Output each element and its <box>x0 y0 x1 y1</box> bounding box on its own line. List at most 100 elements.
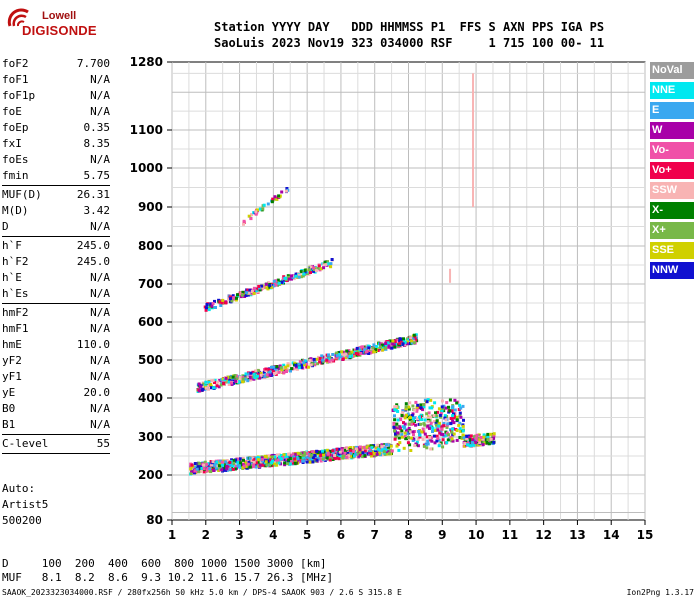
autoscale-code: 500200 <box>2 514 42 527</box>
echo-point <box>252 460 256 464</box>
echo-point <box>362 445 366 449</box>
echo-point <box>273 372 277 375</box>
legend-item: E <box>650 102 694 119</box>
echo-point <box>235 377 239 381</box>
echo-point <box>409 422 413 426</box>
echo-point <box>221 377 225 381</box>
legend-item: Vo- <box>650 142 694 159</box>
echo-point <box>398 427 402 430</box>
echo-point <box>261 207 265 211</box>
echo-point <box>432 414 436 417</box>
echo-point <box>413 335 417 339</box>
echo-point <box>232 458 236 462</box>
param-name: hmE <box>2 338 22 351</box>
header-line-2: SaoLuis 2023 Nov19 323 034000 RSF 1 715 … <box>214 36 605 50</box>
echo-point <box>290 277 293 281</box>
echo-point <box>429 425 433 428</box>
param-name: C-level <box>2 437 49 450</box>
echo-point <box>193 466 196 470</box>
echo-point <box>225 467 229 471</box>
echo-point <box>436 428 440 432</box>
param-name: yF2 <box>2 354 22 367</box>
echo-point <box>279 366 283 370</box>
param-value: 110.0 <box>76 338 110 351</box>
echo-point <box>423 418 427 422</box>
echo-point <box>339 355 342 359</box>
echo-point <box>235 296 238 300</box>
echo-point <box>322 266 326 270</box>
echo-point <box>445 425 449 429</box>
echo-point <box>459 406 463 410</box>
echo-point <box>400 414 404 417</box>
param-value: N/A <box>90 105 110 118</box>
echo-point <box>353 454 356 458</box>
echo-point <box>369 348 372 352</box>
echo-point <box>358 445 362 449</box>
echo-point <box>222 462 226 466</box>
echo-point <box>249 217 253 221</box>
echo-point <box>311 456 315 459</box>
echo-point <box>225 465 229 468</box>
echo-point <box>356 352 360 356</box>
param-value: 55 <box>96 437 110 450</box>
echo-point <box>206 466 210 470</box>
echo-point <box>325 358 329 362</box>
echo-point <box>236 460 240 464</box>
echo-point <box>411 416 415 420</box>
echo-point <box>413 416 417 420</box>
echo-point <box>341 452 345 456</box>
echo-point <box>246 379 250 383</box>
echo-point <box>328 357 332 361</box>
echo-point <box>253 376 257 380</box>
echo-point <box>335 356 339 360</box>
param-name: h`F2 <box>2 255 29 268</box>
echo-point <box>409 449 413 452</box>
echo-point <box>338 454 342 458</box>
echo-point <box>481 443 485 447</box>
echo-point <box>398 341 402 345</box>
echo-point <box>404 428 408 432</box>
echo-point <box>419 422 423 426</box>
echo-point <box>337 351 341 354</box>
echo-point <box>252 292 256 295</box>
echo-point <box>247 291 251 295</box>
echo-point <box>395 422 399 426</box>
echo-point <box>419 403 423 407</box>
echo-point <box>391 339 395 343</box>
echo-point <box>331 450 335 454</box>
echo-point <box>254 457 257 461</box>
echo-point <box>197 382 201 386</box>
echo-point <box>412 333 416 337</box>
legend-item: W <box>650 122 694 139</box>
echo-point <box>224 468 227 472</box>
echo-point <box>308 457 312 461</box>
echo-point <box>434 423 438 427</box>
echo-point <box>343 451 347 455</box>
param-separator <box>2 453 110 454</box>
echo-point <box>294 363 298 367</box>
echo-point <box>197 470 201 474</box>
echo-point <box>256 368 260 372</box>
param-row: foF1p N/A <box>2 88 110 104</box>
echo-point <box>287 277 291 281</box>
echo-point <box>327 353 330 357</box>
echo-point <box>273 195 277 199</box>
echo-point <box>414 338 418 342</box>
distance-row: D 100 200 400 600 800 1000 1500 3000 [km… <box>2 557 327 570</box>
echo-point <box>412 433 415 437</box>
echo-point <box>247 214 251 218</box>
echo-point <box>296 457 300 461</box>
echo-point <box>277 461 281 465</box>
y-tick-label: 700 <box>138 277 163 291</box>
echo-point <box>415 405 419 409</box>
echo-point <box>341 357 345 361</box>
param-name: foE <box>2 105 22 118</box>
param-row: fmin 5.75 <box>2 168 110 184</box>
logo-text-digisonde: DIGISONDE <box>22 23 97 38</box>
echo-point <box>257 371 261 374</box>
echo-point <box>299 452 303 456</box>
echo-point <box>380 453 384 457</box>
echo-point <box>288 462 292 466</box>
parameter-table: foF2 7.700 foF1 N/A foF1p N/A foE N/A foEp 0.35 fx… <box>2 56 110 455</box>
echo-point <box>266 281 270 285</box>
